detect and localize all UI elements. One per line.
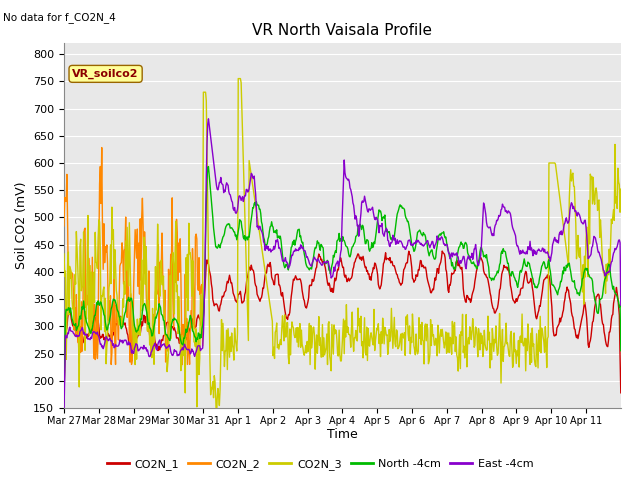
Legend: CO2N_1, CO2N_2, CO2N_3, North -4cm, East -4cm: CO2N_1, CO2N_2, CO2N_3, North -4cm, East… — [102, 455, 538, 474]
X-axis label: Time: Time — [327, 429, 358, 442]
Text: VR_soilco2: VR_soilco2 — [72, 69, 139, 79]
Title: VR North Vaisala Profile: VR North Vaisala Profile — [252, 23, 433, 38]
Y-axis label: Soil CO2 (mV): Soil CO2 (mV) — [15, 182, 28, 269]
Text: No data for f_CO2N_4: No data for f_CO2N_4 — [3, 12, 116, 23]
